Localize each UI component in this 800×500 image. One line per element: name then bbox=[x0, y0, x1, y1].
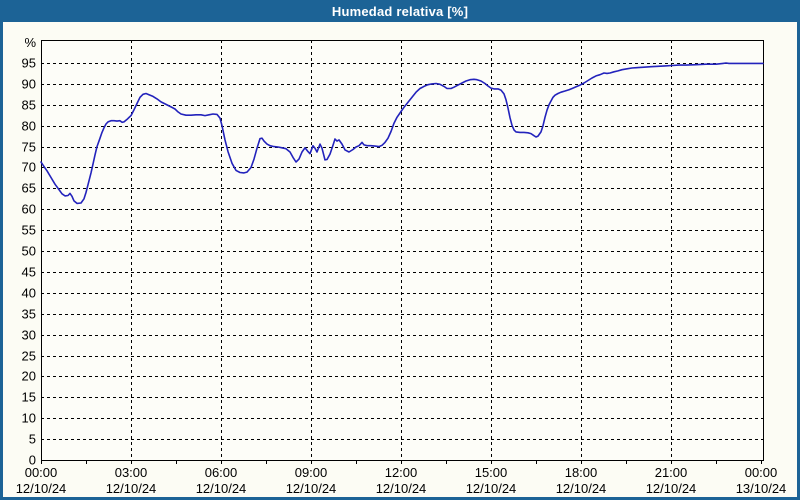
x-tick-time-label-4: 12:00 bbox=[385, 465, 418, 480]
y-tick-label-30: 30 bbox=[22, 328, 36, 343]
x-tick-time-label-8: 00:00 bbox=[745, 465, 778, 480]
y-tick-label-65: 65 bbox=[22, 181, 36, 196]
y-tick-label-60: 60 bbox=[22, 202, 36, 217]
y-tick-label-25: 25 bbox=[22, 349, 36, 364]
x-tick-date-label-0: 12/10/24 bbox=[16, 481, 67, 496]
x-tick-time-label-2: 06:00 bbox=[205, 465, 238, 480]
humidity-line bbox=[40, 62, 764, 205]
x-tick-date-label-8: 13/10/24 bbox=[736, 481, 787, 496]
y-tick-label-45: 45 bbox=[22, 265, 36, 280]
y-tick-label-80: 80 bbox=[22, 119, 36, 134]
x-tick-date-label-7: 12/10/24 bbox=[646, 481, 697, 496]
y-tick-label-10: 10 bbox=[22, 411, 36, 426]
x-tick-time-label-1: 03:00 bbox=[115, 465, 148, 480]
y-tick-label-15: 15 bbox=[22, 390, 36, 405]
window-title-bar: Humedad relativa [%] bbox=[0, 0, 800, 22]
x-tick-time-label-6: 18:00 bbox=[565, 465, 598, 480]
window-title: Humedad relativa [%] bbox=[331, 3, 469, 19]
x-tick-date-label-1: 12/10/24 bbox=[106, 481, 157, 496]
y-axis-unit-label: % bbox=[24, 35, 36, 50]
y-tick-label-75: 75 bbox=[22, 140, 36, 155]
x-tick-date-label-5: 12/10/24 bbox=[466, 481, 517, 496]
y-tick-label-0: 0 bbox=[29, 453, 36, 468]
y-tick-label-70: 70 bbox=[22, 160, 36, 175]
x-tick-time-label-5: 15:00 bbox=[475, 465, 508, 480]
humidity-chart: 0 5 10 15 20 25 30 35 40 45 50 55 60 65 70 75 80 85 90 95% 0… bbox=[16, 35, 787, 496]
x-tick-date-label-4: 12/10/24 bbox=[376, 481, 427, 496]
y-tick-label-50: 50 bbox=[22, 244, 36, 259]
x-tick-time-label-7: 21:00 bbox=[655, 465, 688, 480]
y-tick-label-95: 95 bbox=[22, 56, 36, 71]
y-tick-label-90: 90 bbox=[22, 77, 36, 92]
x-tick-time-label-0: 00:00 bbox=[25, 465, 58, 480]
y-tick-label-40: 40 bbox=[22, 286, 36, 301]
y-tick-label-85: 85 bbox=[22, 98, 36, 113]
chart-content-area: 0 5 10 15 20 25 30 35 40 45 50 55 60 65 70 75 80 85 90 95% 0… bbox=[3, 22, 797, 497]
x-tick-date-label-3: 12/10/24 bbox=[286, 481, 337, 496]
y-tick-label-5: 5 bbox=[29, 432, 36, 447]
x-tick-date-label-2: 12/10/24 bbox=[196, 481, 247, 496]
x-tick-date-label-6: 12/10/24 bbox=[556, 481, 607, 496]
plot-border bbox=[41, 40, 764, 461]
y-tick-label-55: 55 bbox=[22, 223, 36, 238]
y-tick-label-35: 35 bbox=[22, 307, 36, 322]
x-tick-time-label-3: 09:00 bbox=[295, 465, 328, 480]
y-tick-label-20: 20 bbox=[22, 369, 36, 384]
